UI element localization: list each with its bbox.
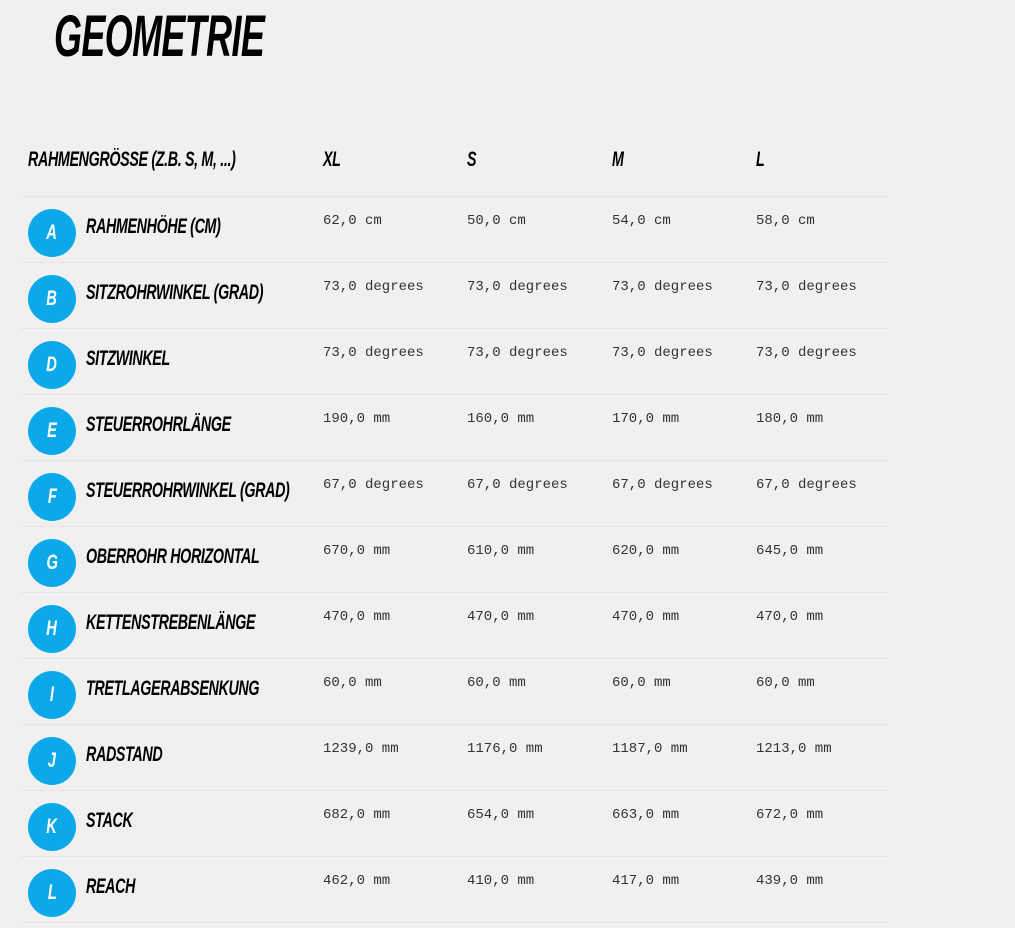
badge-letter: L <box>47 881 57 904</box>
measurement-value: 1213,0 mm <box>756 741 832 757</box>
table-header: RAHMENGRÖSSE (Z.B. S, M, ...) XL S M L <box>20 130 890 197</box>
table-row: A RAHMENHÖHE (CM) 62,0 cm 50,0 cm 54,0 cm 58,… <box>20 197 890 263</box>
badge-letter: K <box>46 815 58 838</box>
measurement-value: 60,0 mm <box>467 675 526 691</box>
table-row: J RADSTAND 1239,0 mm 1176,0 mm 1187,0 mm 1213… <box>20 725 890 791</box>
measurement-value: 410,0 mm <box>467 873 535 889</box>
header-size-l: L <box>756 148 765 171</box>
measurement-value: 73,0 degrees <box>756 345 857 361</box>
measurement-letter-badge: L <box>28 869 76 917</box>
measurement-letter-badge: G <box>28 539 76 587</box>
measurement-value: 654,0 mm <box>467 807 535 823</box>
measurement-value: 417,0 mm <box>612 873 680 889</box>
header-frame-size-label: RAHMENGRÖSSE (Z.B. S, M, ...) <box>28 148 236 171</box>
measurement-value: 610,0 mm <box>467 543 535 559</box>
table-row: K STACK 682,0 mm 654,0 mm 663,0 mm 672,0 mm <box>20 791 890 857</box>
measurement-label: SITZROHRWINKEL (GRAD) <box>86 281 264 304</box>
badge-letter: J <box>47 749 57 772</box>
measurement-value: 180,0 mm <box>756 411 824 427</box>
badge-letter: B <box>46 287 58 310</box>
measurement-value: 58,0 cm <box>756 213 815 229</box>
geometry-table: RAHMENGRÖSSE (Z.B. S, M, ...) XL S M L A… <box>20 130 890 923</box>
measurement-label: KETTENSTREBENLÄNGE <box>86 611 256 634</box>
measurement-value: 73,0 degrees <box>756 279 857 295</box>
measurement-value: 67,0 degrees <box>323 477 424 493</box>
measurement-label: SITZWINKEL <box>86 347 170 370</box>
table-row: B SITZROHRWINKEL (GRAD) 73,0 degrees 73,0 d… <box>20 263 890 329</box>
table-row: L REACH 462,0 mm 410,0 mm 417,0 mm 439,0 mm <box>20 857 890 923</box>
measurement-value: 73,0 degrees <box>467 279 568 295</box>
measurement-letter-badge: H <box>28 605 76 653</box>
measurement-value: 60,0 mm <box>612 675 671 691</box>
measurement-value: 620,0 mm <box>612 543 680 559</box>
header-size-s: S <box>467 148 477 171</box>
badge-letter: E <box>47 419 57 442</box>
measurement-label: RADSTAND <box>86 743 163 766</box>
measurement-value: 470,0 mm <box>323 609 391 625</box>
table-row: G OBERROHR HORIZONTAL 670,0 mm 610,0 mm 620,… <box>20 527 890 593</box>
measurement-value: 73,0 degrees <box>323 279 424 295</box>
badge-letter: H <box>46 617 58 640</box>
header-size-xl: XL <box>323 148 341 171</box>
page-title: GEOMETRIE <box>54 4 265 69</box>
badge-letter: A <box>46 221 58 244</box>
measurement-value: 672,0 mm <box>756 807 824 823</box>
measurement-value: 663,0 mm <box>612 807 680 823</box>
measurement-value: 439,0 mm <box>756 873 824 889</box>
badge-letter: D <box>46 353 58 376</box>
measurement-value: 645,0 mm <box>756 543 824 559</box>
badge-letter: F <box>47 485 57 508</box>
measurement-label: OBERROHR HORIZONTAL <box>86 545 260 568</box>
measurement-letter-badge: I <box>28 671 76 719</box>
measurement-value: 670,0 mm <box>323 543 391 559</box>
measurement-value: 54,0 cm <box>612 213 671 229</box>
measurement-letter-badge: E <box>28 407 76 455</box>
table-row: H KETTENSTREBENLÄNGE 470,0 mm 470,0 mm 470,0… <box>20 593 890 659</box>
measurement-value: 67,0 degrees <box>467 477 568 493</box>
badge-letter: I <box>49 683 55 706</box>
measurement-label: TRETLAGERABSENKUNG <box>86 677 260 700</box>
measurement-value: 73,0 degrees <box>612 279 713 295</box>
header-size-m: M <box>612 148 624 171</box>
measurement-value: 67,0 degrees <box>612 477 713 493</box>
measurement-value: 50,0 cm <box>467 213 526 229</box>
measurement-letter-badge: D <box>28 341 76 389</box>
measurement-value: 170,0 mm <box>612 411 680 427</box>
measurement-value: 60,0 mm <box>756 675 815 691</box>
measurement-value: 462,0 mm <box>323 873 391 889</box>
measurement-value: 190,0 mm <box>323 411 391 427</box>
measurement-value: 1176,0 mm <box>467 741 543 757</box>
measurement-value: 160,0 mm <box>467 411 535 427</box>
measurement-value: 73,0 degrees <box>612 345 713 361</box>
measurement-label: RAHMENHÖHE (CM) <box>86 215 221 238</box>
measurement-value: 1187,0 mm <box>612 741 688 757</box>
measurement-label: REACH <box>86 875 136 898</box>
measurement-value: 73,0 degrees <box>323 345 424 361</box>
table-row: D SITZWINKEL 73,0 degrees 73,0 degrees 73,0 … <box>20 329 890 395</box>
table-row: I TRETLAGERABSENKUNG 60,0 mm 60,0 mm 60,0 mm… <box>20 659 890 725</box>
measurement-value: 67,0 degrees <box>756 477 857 493</box>
measurement-letter-badge: B <box>28 275 76 323</box>
table-row: E STEUERROHRLÄNGE 190,0 mm 160,0 mm 170,0 mm… <box>20 395 890 461</box>
measurement-letter-badge: J <box>28 737 76 785</box>
measurement-label: STEUERROHRWINKEL (GRAD) <box>86 479 290 502</box>
measurement-value: 73,0 degrees <box>467 345 568 361</box>
measurement-value: 470,0 mm <box>612 609 680 625</box>
measurement-value: 60,0 mm <box>323 675 382 691</box>
measurement-value: 470,0 mm <box>467 609 535 625</box>
measurement-letter-badge: K <box>28 803 76 851</box>
measurement-label: STEUERROHRLÄNGE <box>86 413 231 436</box>
table-row: F STEUERROHRWINKEL (GRAD) 67,0 degrees 67,0… <box>20 461 890 527</box>
measurement-letter-badge: F <box>28 473 76 521</box>
measurement-value: 1239,0 mm <box>323 741 399 757</box>
badge-letter: G <box>46 551 58 574</box>
measurement-value: 62,0 cm <box>323 213 382 229</box>
measurement-value: 470,0 mm <box>756 609 824 625</box>
measurement-label: STACK <box>86 809 133 832</box>
measurement-letter-badge: A <box>28 209 76 257</box>
measurement-value: 682,0 mm <box>323 807 391 823</box>
